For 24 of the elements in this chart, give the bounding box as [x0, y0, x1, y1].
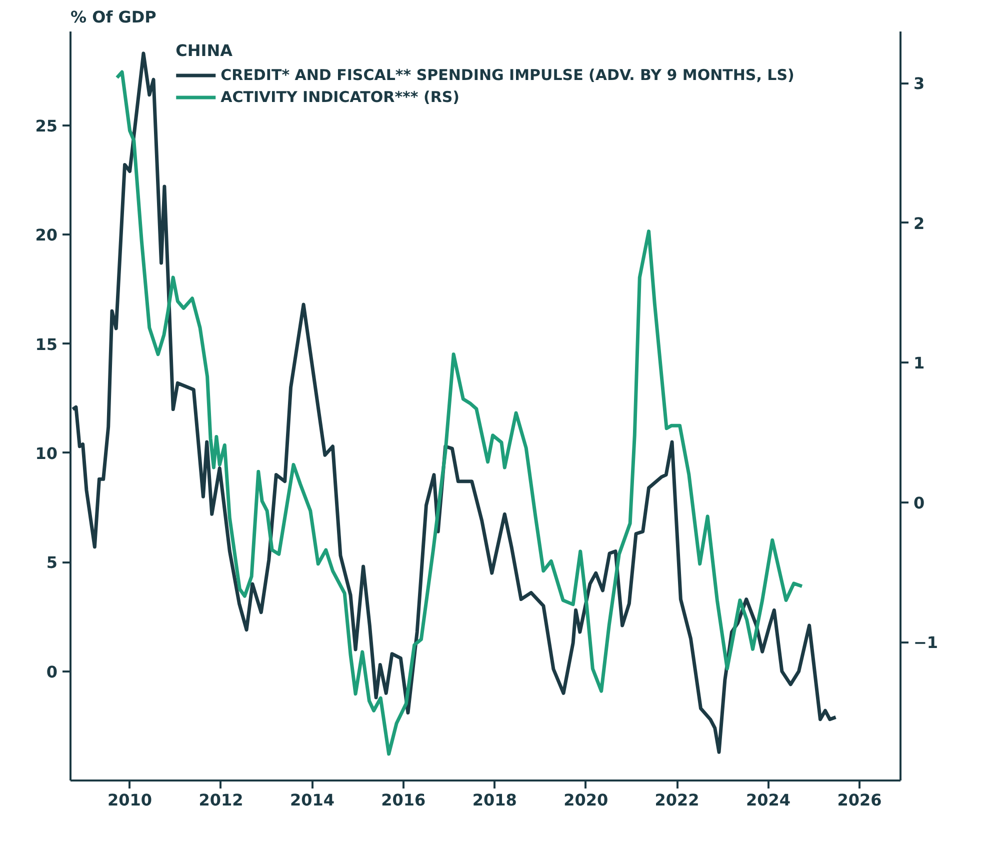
y-tick-label: 10 — [35, 444, 58, 463]
x-tick-label: 2026 — [837, 790, 882, 810]
legend-label: ACTIVITY INDICATOR*** (RS) — [220, 88, 460, 106]
x-tick-label: 2016 — [381, 790, 426, 810]
y2-tick-label: 3 — [914, 74, 925, 94]
y-tick-label: 0 — [46, 662, 58, 682]
x-tick-label: 2012 — [198, 790, 244, 810]
legend-label: CREDIT* AND FISCAL** SPENDING IMPULSE (ADV. BY 9 MONTHS, LS) — [220, 66, 794, 84]
y-tick-label: 20 — [35, 226, 58, 245]
y2-tick-label: 1 — [914, 354, 925, 373]
x-tick-label: 2022 — [654, 790, 700, 810]
x-tick-label: 2020 — [564, 790, 608, 810]
x-tick-label: 2018 — [472, 790, 517, 810]
x-tick-label: 2024 — [746, 790, 791, 810]
y-tick-label: 25 — [35, 116, 58, 136]
y-tick-label: 15 — [35, 334, 58, 354]
y2-tick-label: −1 — [914, 633, 938, 652]
x-tick-label: 2014 — [290, 790, 334, 810]
y2-tick-label: 0 — [914, 493, 925, 512]
legend-title: CHINA — [176, 41, 234, 60]
x-tick-label: 2010 — [108, 790, 152, 810]
y-axis-title: % Of GDP — [70, 8, 157, 26]
y-tick-label: 5 — [46, 553, 58, 572]
y2-tick-label: 2 — [914, 214, 925, 233]
